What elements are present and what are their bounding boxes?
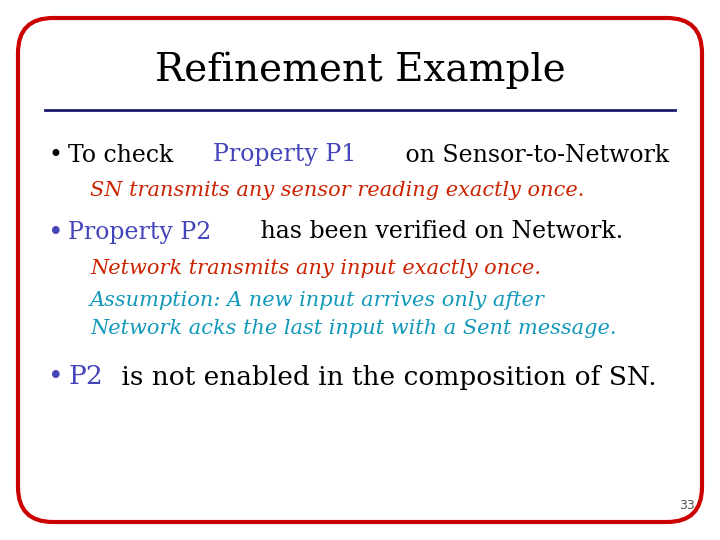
Text: Network acks the last input with a Sent message.: Network acks the last input with a Sent … bbox=[90, 319, 616, 338]
Text: Network transmits any input exactly once.: Network transmits any input exactly once… bbox=[90, 259, 541, 278]
Text: Property P1: Property P1 bbox=[214, 144, 357, 166]
Text: •: • bbox=[48, 364, 63, 389]
Text: P2: P2 bbox=[68, 364, 103, 389]
Text: To check: To check bbox=[68, 144, 181, 166]
Text: SN transmits any sensor reading exactly once.: SN transmits any sensor reading exactly … bbox=[90, 180, 585, 199]
Text: is not enabled in the composition of SN.: is not enabled in the composition of SN. bbox=[113, 364, 657, 389]
Text: 33: 33 bbox=[679, 499, 695, 512]
Text: •: • bbox=[48, 144, 62, 166]
Text: •: • bbox=[48, 219, 63, 245]
Text: Assumption: A new input arrives only after: Assumption: A new input arrives only aft… bbox=[90, 291, 545, 309]
Text: Property P2: Property P2 bbox=[68, 220, 212, 244]
Text: Refinement Example: Refinement Example bbox=[155, 51, 565, 89]
Text: on Sensor-to-Network: on Sensor-to-Network bbox=[398, 144, 670, 166]
FancyBboxPatch shape bbox=[18, 18, 702, 522]
Text: has been verified on Network.: has been verified on Network. bbox=[253, 220, 624, 244]
